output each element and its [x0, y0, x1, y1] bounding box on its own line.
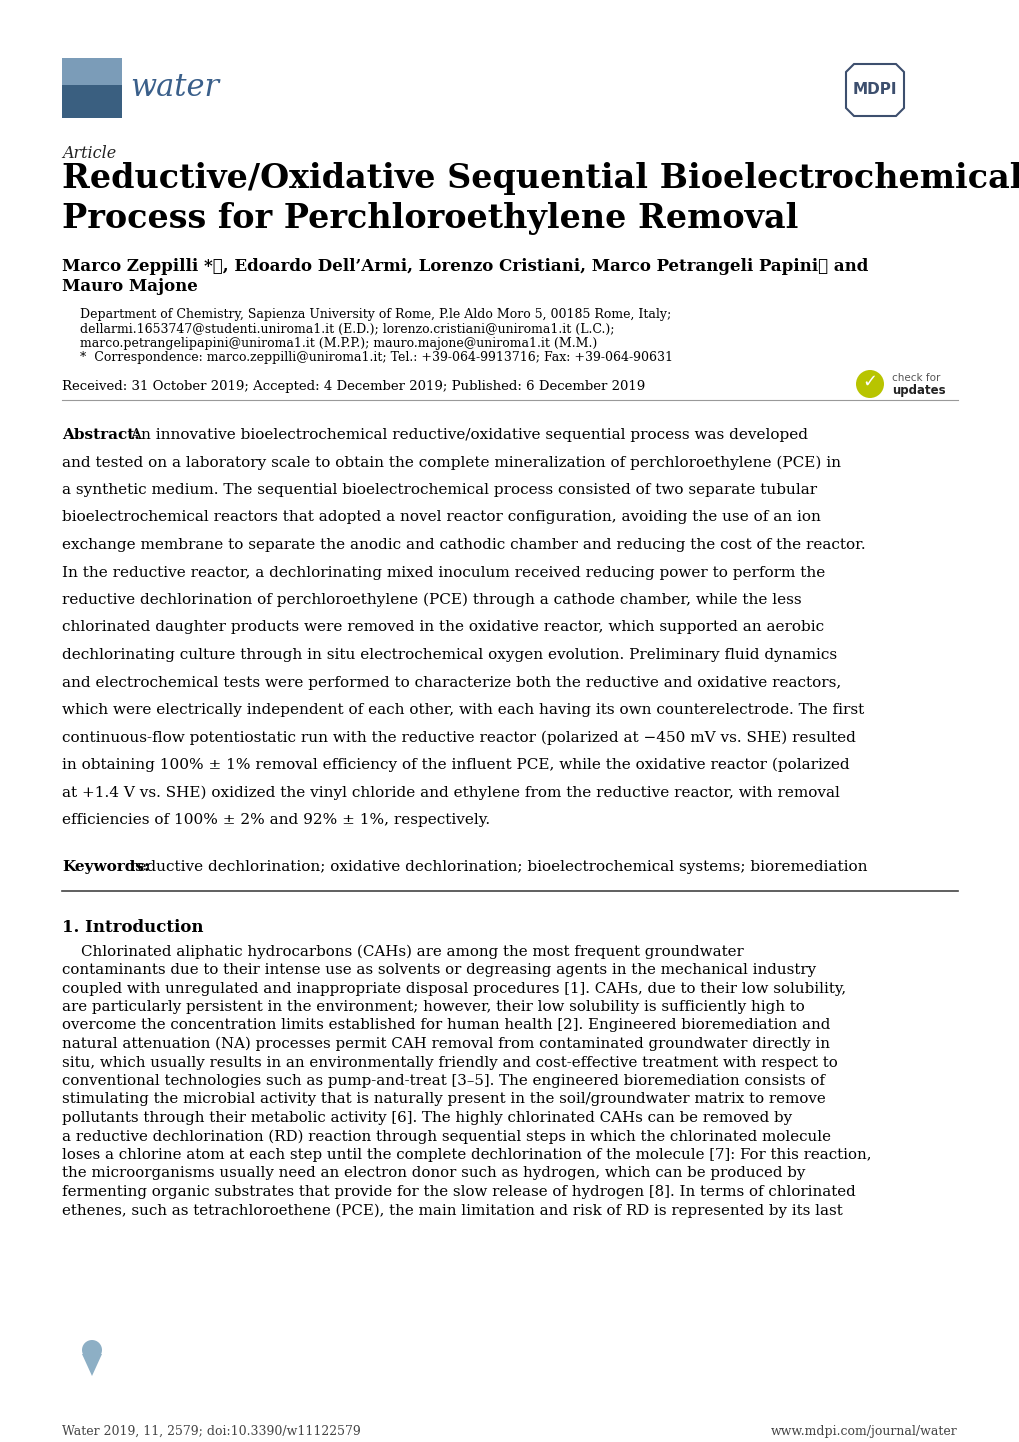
Text: Department of Chemistry, Sapienza University of Rome, P.le Aldo Moro 5, 00185 Ro: Department of Chemistry, Sapienza Univer…	[79, 309, 671, 322]
Text: marco.petrangelipapini@uniroma1.it (M.P.P.); mauro.majone@uniroma1.it (M.M.): marco.petrangelipapini@uniroma1.it (M.P.…	[79, 337, 597, 350]
Text: Mauro Majone: Mauro Majone	[62, 278, 198, 296]
Text: a reductive dechlorination (RD) reaction through sequential steps in which the c: a reductive dechlorination (RD) reaction…	[62, 1129, 830, 1144]
Text: *  Correspondence: marco.zeppilli@uniroma1.it; Tel.: +39-064-9913716; Fax: +39-0: * Correspondence: marco.zeppilli@uniroma…	[79, 352, 673, 365]
Text: coupled with unregulated and inappropriate disposal procedures [1]. CAHs, due to: coupled with unregulated and inappropria…	[62, 982, 846, 995]
FancyBboxPatch shape	[62, 85, 122, 118]
Text: updates: updates	[892, 384, 945, 397]
Text: ✓: ✓	[862, 373, 876, 391]
Text: and electrochemical tests were performed to characterize both the reductive and : and electrochemical tests were performed…	[62, 675, 841, 689]
Text: ethenes, such as tetrachloroethene (PCE), the main limitation and risk of RD is : ethenes, such as tetrachloroethene (PCE)…	[62, 1204, 842, 1218]
Text: 1. Introduction: 1. Introduction	[62, 919, 204, 936]
Text: water: water	[129, 72, 219, 104]
Text: a synthetic medium. The sequential bioelectrochemical process consisted of two s: a synthetic medium. The sequential bioel…	[62, 483, 816, 497]
Text: reductive dechlorination; oxidative dechlorination; bioelectrochemical systems; : reductive dechlorination; oxidative dech…	[129, 861, 866, 874]
Text: loses a chlorine atom at each step until the complete dechlorination of the mole: loses a chlorine atom at each step until…	[62, 1148, 870, 1162]
Text: continuous-flow potentiostatic run with the reductive reactor (polarized at −450: continuous-flow potentiostatic run with …	[62, 731, 855, 746]
Text: natural attenuation (NA) processes permit CAH removal from contaminated groundwa: natural attenuation (NA) processes permi…	[62, 1037, 829, 1051]
Text: Abstract:: Abstract:	[62, 428, 140, 443]
Text: An innovative bioelectrochemical reductive/oxidative sequential process was deve: An innovative bioelectrochemical reducti…	[129, 428, 807, 443]
Text: overcome the concentration limits established for human health [2]. Engineered b: overcome the concentration limits establ…	[62, 1018, 829, 1032]
Circle shape	[855, 371, 883, 398]
Text: Keywords:: Keywords:	[62, 861, 150, 874]
Polygon shape	[82, 1354, 102, 1376]
Text: bioelectrochemical reactors that adopted a novel reactor configuration, avoiding: bioelectrochemical reactors that adopted…	[62, 510, 820, 525]
Text: In the reductive reactor, a dechlorinating mixed inoculum received reducing powe: In the reductive reactor, a dechlorinati…	[62, 565, 824, 580]
Text: Chlorinated aliphatic hydrocarbons (CAHs) are among the most frequent groundwate: Chlorinated aliphatic hydrocarbons (CAHs…	[62, 945, 743, 959]
Text: Marco Zeppilli *ⓘ, Edoardo Dell’Armi, Lorenzo Cristiani, Marco Petrangeli Papini: Marco Zeppilli *ⓘ, Edoardo Dell’Armi, Lo…	[62, 258, 867, 275]
Text: pollutants through their metabolic activity [6]. The highly chlorinated CAHs can: pollutants through their metabolic activ…	[62, 1110, 792, 1125]
Text: dechlorinating culture through in situ electrochemical oxygen evolution. Prelimi: dechlorinating culture through in situ e…	[62, 647, 837, 662]
Text: check for: check for	[892, 373, 940, 384]
Text: situ, which usually results in an environmentally friendly and cost-effective tr: situ, which usually results in an enviro…	[62, 1056, 837, 1070]
Circle shape	[82, 1340, 102, 1360]
Text: Reductive/Oxidative Sequential Bioelectrochemical: Reductive/Oxidative Sequential Bioelectr…	[62, 162, 1019, 195]
Text: are particularly persistent in the environment; however, their low solubility is: are particularly persistent in the envir…	[62, 999, 804, 1014]
Text: which were electrically independent of each other, with each having its own coun: which were electrically independent of e…	[62, 704, 863, 717]
Text: MDPI: MDPI	[852, 82, 897, 98]
Text: Water 2019, 11, 2579; doi:10.3390/w11122579: Water 2019, 11, 2579; doi:10.3390/w11122…	[62, 1425, 361, 1438]
Text: at +1.4 V vs. SHE) oxidized the vinyl chloride and ethylene from the reductive r: at +1.4 V vs. SHE) oxidized the vinyl ch…	[62, 786, 839, 800]
Text: Article: Article	[62, 146, 116, 162]
Text: Received: 31 October 2019; Accepted: 4 December 2019; Published: 6 December 2019: Received: 31 October 2019; Accepted: 4 D…	[62, 381, 645, 394]
Text: contaminants due to their intense use as solvents or degreasing agents in the me: contaminants due to their intense use as…	[62, 963, 815, 978]
Text: in obtaining 100% ± 1% removal efficiency of the influent PCE, while the oxidati: in obtaining 100% ± 1% removal efficienc…	[62, 758, 849, 773]
Text: the microorganisms usually need an electron donor such as hydrogen, which can be: the microorganisms usually need an elect…	[62, 1167, 805, 1181]
Text: and tested on a laboratory scale to obtain the complete mineralization of perchl: and tested on a laboratory scale to obta…	[62, 456, 841, 470]
Text: chlorinated daughter products were removed in the oxidative reactor, which suppo: chlorinated daughter products were remov…	[62, 620, 823, 634]
Text: dellarmi.1653747@studenti.uniroma1.it (E.D.); lorenzo.cristiani@uniroma1.it (L.C: dellarmi.1653747@studenti.uniroma1.it (E…	[79, 323, 613, 336]
Text: conventional technologies such as pump-and-treat [3–5]. The engineered bioremedi: conventional technologies such as pump-a…	[62, 1074, 824, 1089]
Text: Process for Perchloroethylene Removal: Process for Perchloroethylene Removal	[62, 202, 798, 235]
FancyBboxPatch shape	[62, 58, 122, 85]
Text: fermenting organic substrates that provide for the slow release of hydrogen [8].: fermenting organic substrates that provi…	[62, 1185, 855, 1198]
Text: stimulating the microbial activity that is naturally present in the soil/groundw: stimulating the microbial activity that …	[62, 1093, 825, 1106]
Text: www.mdpi.com/journal/water: www.mdpi.com/journal/water	[770, 1425, 957, 1438]
Text: exchange membrane to separate the anodic and cathodic chamber and reducing the c: exchange membrane to separate the anodic…	[62, 538, 865, 552]
Text: reductive dechlorination of perchloroethylene (PCE) through a cathode chamber, w: reductive dechlorination of perchloroeth…	[62, 593, 801, 607]
Text: efficiencies of 100% ± 2% and 92% ± 1%, respectively.: efficiencies of 100% ± 2% and 92% ± 1%, …	[62, 813, 490, 828]
